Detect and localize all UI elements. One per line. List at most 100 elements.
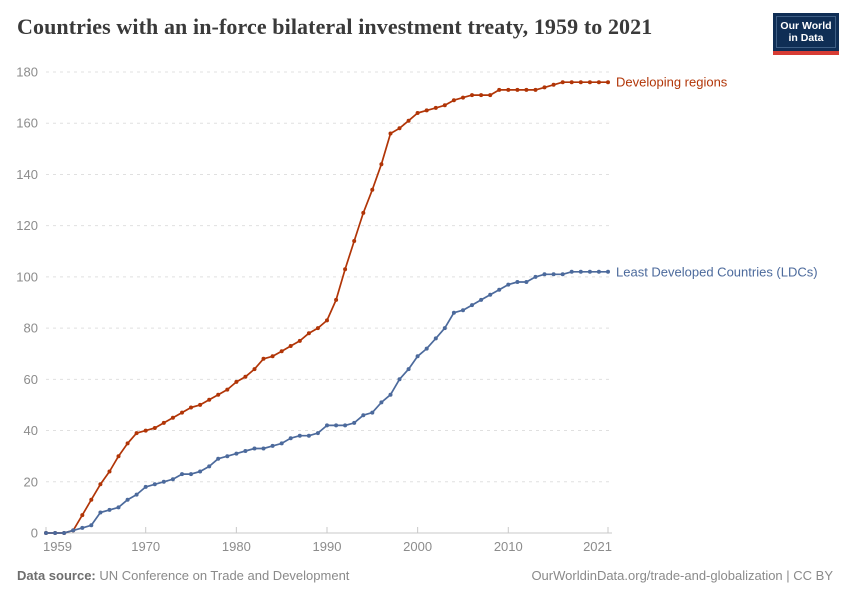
series-point-least-developed-countries-ldcs [252,446,257,451]
series-point-developing-regions [170,415,175,420]
series-point-least-developed-countries-ldcs [261,446,266,451]
series-point-developing-regions [606,80,610,85]
y-tick-label: 100 [16,269,38,284]
data-source: Data source: UN Conference on Trade and … [17,568,349,583]
chart-footer: Data source: UN Conference on Trade and … [17,568,833,583]
series-point-least-developed-countries-ldcs [461,308,465,313]
series-point-least-developed-countries-ldcs [551,272,556,277]
series-point-developing-regions [107,469,112,474]
series-point-least-developed-countries-ldcs [406,367,411,372]
y-tick-label: 20 [24,474,38,489]
x-tick-label: 1970 [131,539,160,554]
series-point-least-developed-countries-ldcs [397,377,402,382]
series-point-developing-regions [406,118,411,123]
series-point-developing-regions [143,428,148,433]
series-point-developing-regions [225,387,230,392]
series-point-developing-regions [98,482,103,487]
series-point-least-developed-countries-ldcs [243,449,248,453]
series-point-least-developed-countries-ldcs [71,528,76,533]
series-point-developing-regions [569,80,574,85]
series-point-least-developed-countries-ldcs [134,492,139,497]
y-axis: 0 20 40 60 80 100 120 140 160 180 [16,65,612,541]
series-point-developing-regions [542,85,547,90]
series-point-developing-regions [216,392,221,397]
x-tick-label: 1980 [222,539,251,554]
series-point-least-developed-countries-ldcs [62,531,67,535]
y-tick-label: 80 [24,321,38,336]
series-point-least-developed-countries-ldcs [170,477,175,482]
y-tick-label: 0 [31,526,38,541]
series-point-least-developed-countries-ldcs [596,269,601,274]
series-point-developing-regions [578,80,583,85]
series-point-least-developed-countries-ldcs [578,269,583,274]
series-point-least-developed-countries-ldcs [560,272,565,277]
series-point-developing-regions [397,126,402,131]
series-point-developing-regions [125,441,130,446]
series-point-developing-regions [352,239,357,243]
series-point-least-developed-countries-ldcs [116,505,121,510]
series-point-developing-regions [89,497,94,502]
series-point-developing-regions [587,80,592,85]
y-tick-label: 60 [24,372,38,387]
series-point-least-developed-countries-ldcs [207,464,212,469]
series-point-least-developed-countries-ldcs [488,292,493,297]
series-point-least-developed-countries-ldcs [161,479,166,484]
series-point-least-developed-countries-ldcs [451,310,456,315]
x-tick-label: 2021 [583,539,612,554]
series-point-developing-regions [497,87,502,92]
series-point-developing-regions [551,82,556,87]
series-point-least-developed-countries-ldcs [234,451,239,456]
series-label-developing-regions: Developing regions [616,75,728,90]
series-point-developing-regions [370,187,375,192]
series-point-developing-regions [415,111,420,115]
series-point-least-developed-countries-ldcs [506,282,511,287]
series-point-developing-regions [252,367,257,372]
series-point-developing-regions [596,80,601,85]
series-point-developing-regions [207,397,212,402]
series-point-least-developed-countries-ldcs [379,400,384,405]
y-tick-label: 160 [16,116,38,131]
series-point-developing-regions [488,93,493,98]
series-point-least-developed-countries-ldcs [98,510,103,515]
series-point-least-developed-countries-ldcs [415,354,420,359]
series-point-developing-regions [134,431,139,436]
series-point-least-developed-countries-ldcs [216,456,221,461]
series-point-developing-regions [279,349,284,354]
data-source-label: Data source: [17,568,96,583]
series-point-least-developed-countries-ldcs [180,472,184,477]
series-point-least-developed-countries-ldcs [306,433,311,438]
series-point-developing-regions [261,356,266,361]
series-point-developing-regions [152,426,157,430]
series-point-least-developed-countries-ldcs [288,436,293,441]
series-point-developing-regions [306,331,311,336]
attribution: OurWorldinData.org/trade-and-globalizati… [531,568,833,583]
series-point-developing-regions [161,420,166,425]
series-point-least-developed-countries-ldcs [515,280,520,284]
data-source-value: UN Conference on Trade and Development [99,568,350,583]
series-point-least-developed-countries-ldcs [606,269,610,274]
series-point-least-developed-countries-ldcs [152,482,157,487]
series-point-developing-regions [361,210,366,215]
owid-logo-line1: Our World [780,20,832,32]
series-point-least-developed-countries-ldcs [524,280,529,284]
series-point-least-developed-countries-ldcs [470,303,474,308]
series-point-developing-regions [234,379,239,384]
series-point-least-developed-countries-ldcs [352,420,357,425]
series-point-developing-regions [388,131,393,136]
series-point-developing-regions [379,162,384,167]
series-point-developing-regions [116,454,121,459]
series-point-least-developed-countries-ldcs [225,454,230,459]
series-point-developing-regions [189,405,193,410]
series-point-least-developed-countries-ldcs [44,531,48,535]
series-point-developing-regions [315,326,320,331]
series-point-developing-regions [334,297,339,302]
owid-logo-inner-border: Our World in Data [776,16,836,48]
x-tick-label: 2010 [494,539,523,554]
y-tick-label: 120 [16,218,38,233]
series-point-least-developed-countries-ldcs [53,531,58,535]
chart-title: Countries with an in-force bilateral inv… [17,14,653,39]
x-tick-label: 1990 [313,539,342,554]
owid-logo-line2: in Data [788,32,824,44]
series-point-least-developed-countries-ldcs [442,326,447,331]
